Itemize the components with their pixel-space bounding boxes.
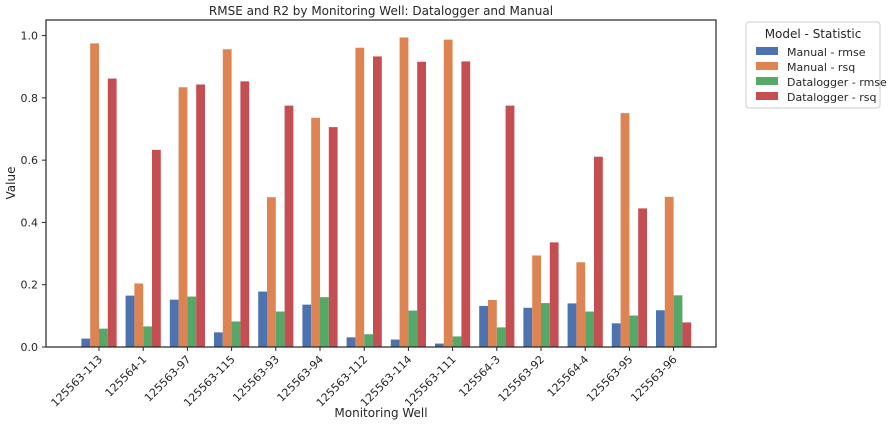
plot-frame xyxy=(45,19,717,348)
bar-datalogger-rsq-125564-4 xyxy=(594,156,603,347)
bar-datalogger-rsq-125563-112 xyxy=(373,56,382,347)
bar-datalogger-rmse-125563-95 xyxy=(629,315,639,347)
bar-datalogger-rsq-125563-114 xyxy=(417,61,426,347)
bar-datalogger-rsq-125564-3 xyxy=(505,105,515,347)
bar-manual-rmse-125563-96 xyxy=(656,310,665,347)
bar-manual-rmse-125563-111 xyxy=(435,343,444,347)
legend-label: Manual - rsq xyxy=(787,61,855,74)
bar-manual-rsq-125563-113 xyxy=(90,43,99,348)
bar-datalogger-rmse-125563-111 xyxy=(452,336,462,347)
y-tick-label: 0.8 xyxy=(21,92,39,105)
legend-swatch xyxy=(756,62,778,70)
bar-datalogger-rsq-125563-92 xyxy=(549,242,559,347)
bar-datalogger-rmse-125563-112 xyxy=(364,334,373,347)
bar-datalogger-rsq-125564-1 xyxy=(152,149,161,347)
bar-manual-rsq-125563-95 xyxy=(620,113,630,348)
bar-manual-rmse-125563-115 xyxy=(214,332,223,347)
legend-swatch xyxy=(756,77,778,85)
chart-title: RMSE and R2 by Monitoring Well: Datalogg… xyxy=(209,4,553,18)
y-tick-label: 0.6 xyxy=(21,154,39,167)
bar-manual-rsq-125563-93 xyxy=(267,197,276,347)
bar-manual-rsq-125564-1 xyxy=(134,283,144,347)
bar-datalogger-rmse-125564-1 xyxy=(143,326,152,347)
x-axis-title: Monitoring Well xyxy=(334,406,427,420)
bar-manual-rmse-125563-112 xyxy=(346,337,356,347)
legend-title: Model - Statistic xyxy=(765,27,862,41)
x-tick-label: 125564-3 xyxy=(456,353,503,400)
bar-datalogger-rmse-125563-93 xyxy=(275,311,285,347)
bar-datalogger-rsq-125563-115 xyxy=(240,81,250,347)
legend-label: Datalogger - rsq xyxy=(787,91,877,104)
x-tick-label: 125563-95 xyxy=(584,353,636,405)
bar-datalogger-rmse-125564-4 xyxy=(585,311,594,347)
bar-datalogger-rmse-125563-114 xyxy=(408,310,418,347)
bar-manual-rsq-125563-114 xyxy=(399,37,409,347)
y-axis-title: Value xyxy=(4,167,18,200)
bar-manual-rsq-125564-4 xyxy=(576,262,586,347)
x-axis-ticks: 125563-113125564-1125563-97125563-115125… xyxy=(49,347,680,409)
x-tick-label: 125564-1 xyxy=(103,353,150,400)
bar-datalogger-rmse-125563-94 xyxy=(320,297,329,347)
y-tick-label: 0.2 xyxy=(21,279,39,292)
bar-datalogger-rmse-125563-97 xyxy=(187,296,197,347)
bar-manual-rmse-125563-92 xyxy=(523,307,533,347)
legend-swatch xyxy=(756,92,778,100)
bar-datalogger-rmse-125563-96 xyxy=(673,295,683,347)
y-axis-ticks: 0.0 0.2 0.4 0.6 0.8 1.0 xyxy=(21,30,46,354)
y-tick-label: 0.4 xyxy=(21,216,39,229)
y-tick-label: 0.0 xyxy=(21,341,39,354)
bar-manual-rsq-125563-97 xyxy=(178,87,188,348)
bar-manual-rmse-125563-95 xyxy=(611,323,621,347)
legend-swatch xyxy=(756,47,778,55)
bar-manual-rmse-125563-113 xyxy=(81,338,91,347)
x-tick-label: 125563-96 xyxy=(628,353,680,405)
bar-datalogger-rmse-125564-3 xyxy=(496,327,506,347)
bar-datalogger-rmse-125563-113 xyxy=(99,328,108,347)
bar-datalogger-rsq-125563-113 xyxy=(107,78,117,348)
y-tick-label: 1.0 xyxy=(21,30,39,43)
bar-datalogger-rsq-125563-96 xyxy=(682,322,692,347)
bar-manual-rsq-125564-3 xyxy=(488,299,497,347)
x-tick-label: 125563-113 xyxy=(49,353,106,410)
legend: Model - Statistic Manual - rmse Manual - … xyxy=(745,21,887,109)
bar-manual-rsq-125563-94 xyxy=(311,117,320,347)
bar-datalogger-rmse-125563-92 xyxy=(541,303,550,347)
bars-layer xyxy=(81,37,692,348)
bar-datalogger-rmse-125563-115 xyxy=(231,321,241,347)
legend-label: Datalogger - rmse xyxy=(787,76,887,89)
bar-manual-rmse-125563-114 xyxy=(390,339,400,347)
bar-manual-rmse-125564-1 xyxy=(125,295,135,347)
bar-manual-rmse-125564-3 xyxy=(479,305,488,347)
bar-manual-rmse-125563-93 xyxy=(258,291,267,347)
bar-manual-rsq-125563-112 xyxy=(355,47,365,347)
bar-datalogger-rsq-125563-93 xyxy=(284,105,294,347)
x-tick-label: 125563-93 xyxy=(230,353,282,405)
x-tick-label: 125563-92 xyxy=(496,353,548,405)
bar-manual-rsq-125563-111 xyxy=(443,39,453,348)
legend-frame xyxy=(745,21,881,109)
bar-manual-rsq-125563-96 xyxy=(664,196,674,347)
bar-datalogger-rsq-125563-111 xyxy=(461,61,471,348)
x-tick-label: 125564-4 xyxy=(545,353,592,400)
bar-datalogger-rsq-125563-94 xyxy=(328,127,338,347)
bar-manual-rsq-125563-92 xyxy=(532,255,541,347)
bar-manual-rmse-125563-94 xyxy=(302,304,312,347)
bar-datalogger-rsq-125563-97 xyxy=(196,84,205,347)
bar-manual-rsq-125563-115 xyxy=(222,49,232,348)
bar-manual-rmse-125564-4 xyxy=(567,303,577,347)
bar-datalogger-rsq-125563-95 xyxy=(638,208,647,347)
legend-label: Manual - rmse xyxy=(787,46,866,59)
bar-manual-rmse-125563-97 xyxy=(169,299,179,347)
